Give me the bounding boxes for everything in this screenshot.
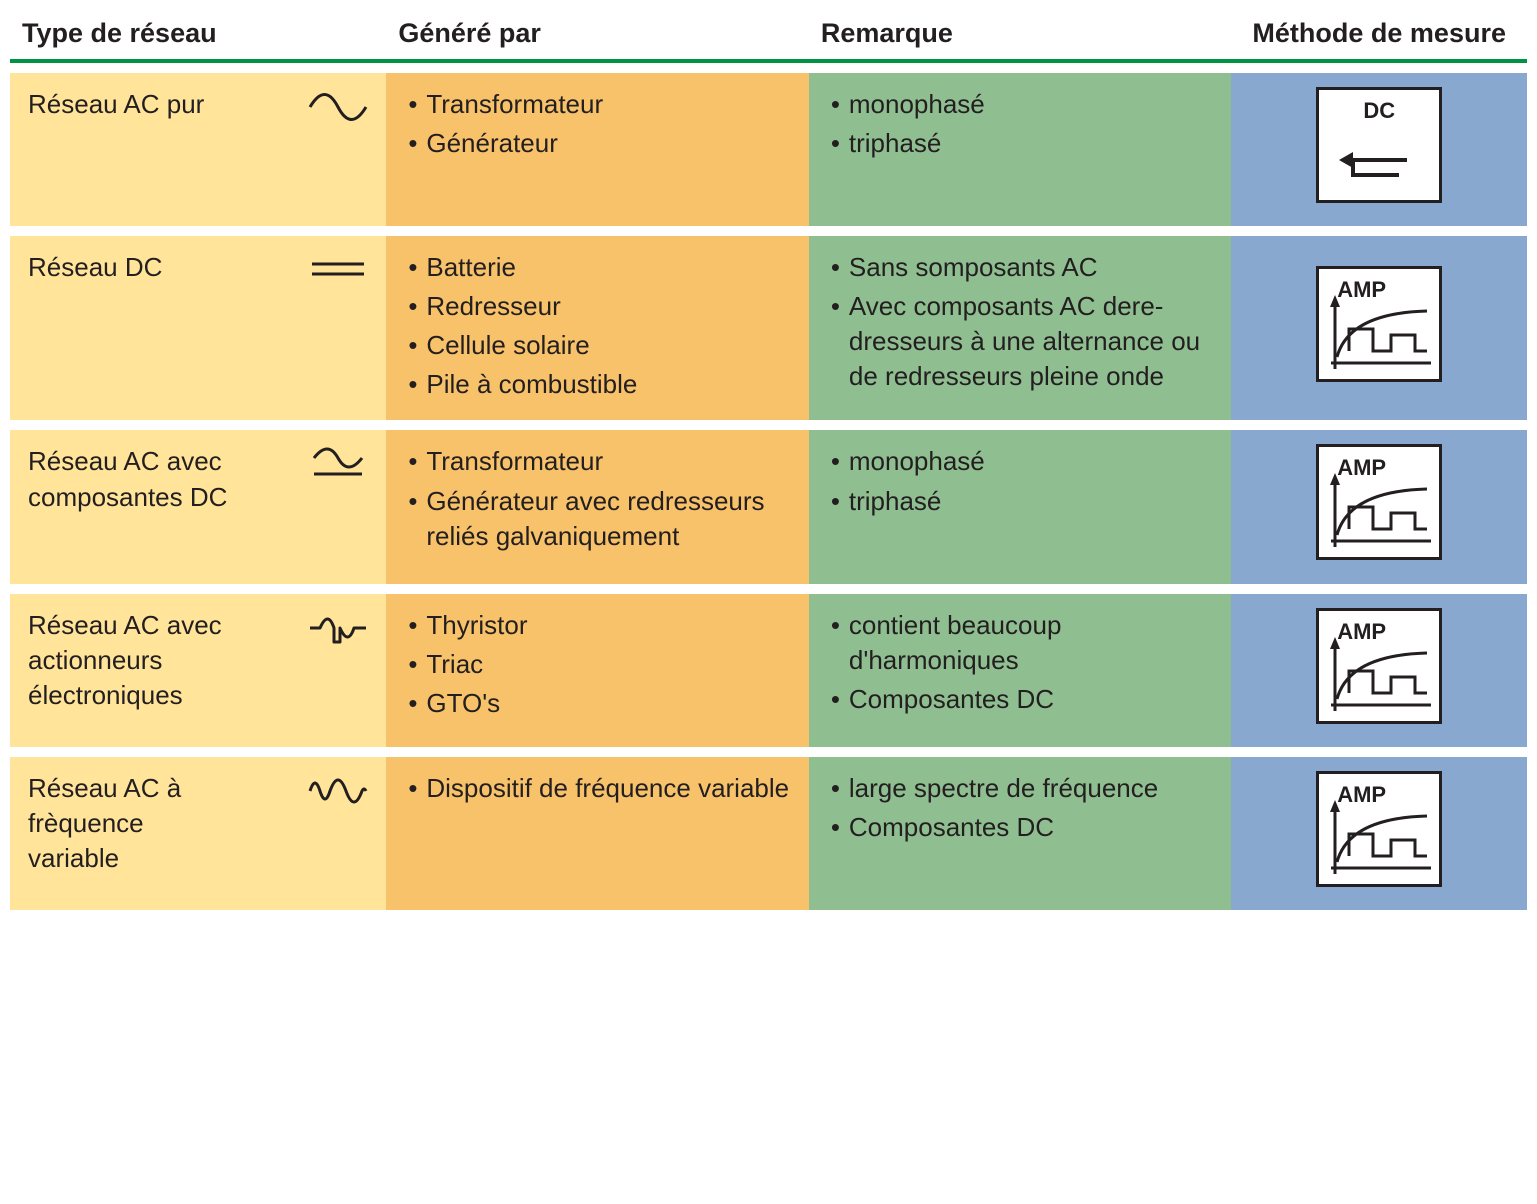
type-label: Réseau DC [28, 250, 228, 285]
list-item: triphasé [827, 484, 1214, 519]
list-item: Avec composants AC dere­dresseurs à une … [827, 289, 1214, 394]
cell-generated-by: Transformateur Générateur avec redresseur… [386, 430, 809, 583]
dc-method-icon: DC [1316, 87, 1442, 203]
cell-generated-by: Thyristor Triac GTO's [386, 594, 809, 747]
cell-remark: contient beaucoup d'harmoniques Composant… [809, 594, 1232, 747]
list-item: triphasé [827, 126, 1214, 161]
cell-type: Réseau AC à frèquence variable [10, 757, 386, 910]
list-item: Thyristor [404, 608, 791, 643]
header-remark: Remarque [809, 10, 1232, 63]
cell-type: Réseau DC [10, 236, 386, 420]
cell-remark: monophasé triphasé [809, 430, 1232, 583]
list-item: monophasé [827, 87, 1214, 122]
list-item: Générateur avec redresseurs reliés galva… [404, 484, 791, 554]
type-label: Réseau AC pur [28, 87, 228, 122]
table-row: Réseau AC avec actionneurs électroniques… [10, 594, 1527, 747]
list-item: Pile à combustible [404, 367, 791, 402]
table-header-row: Type de réseau Généré par Remarque Métho… [10, 10, 1527, 63]
dc-lines-icon [308, 250, 368, 290]
cell-method: AMP [1231, 594, 1527, 747]
list-item: Composantes DC [827, 810, 1214, 845]
sine-over-line-icon [308, 444, 368, 484]
list-item: large spectre de fréquence [827, 771, 1214, 806]
list-item: GTO's [404, 686, 791, 721]
type-label: Réseau AC avec composantes DC [28, 444, 228, 514]
table-row: Réseau DC Batterie Redresseur Cellule solai… [10, 236, 1527, 420]
cell-type: Réseau AC pur [10, 73, 386, 226]
list-item: Dispositif de fréquence variable [404, 771, 791, 806]
cell-method: AMP [1231, 757, 1527, 910]
sine-icon [308, 87, 368, 127]
list-item: Transformateur [404, 87, 791, 122]
table-row: Réseau AC à frèquence variable Dispositif… [10, 757, 1527, 910]
list-item: Composantes DC [827, 682, 1214, 717]
chopped-icon [308, 608, 368, 648]
cell-remark: monophasé triphasé [809, 73, 1232, 226]
network-types-table: Type de réseau Généré par Remarque Métho… [10, 10, 1527, 910]
amp-method-icon: AMP [1316, 771, 1442, 887]
list-item: Redresseur [404, 289, 791, 324]
type-label: Réseau AC à frèquence variable [28, 771, 228, 876]
list-item: Sans somposants AC [827, 250, 1214, 285]
list-item: Batterie [404, 250, 791, 285]
cell-method: DC [1231, 73, 1527, 226]
header-gen: Généré par [386, 10, 809, 63]
cell-method: AMP [1231, 430, 1527, 583]
cell-remark: large spectre de fréquence Composantes DC [809, 757, 1232, 910]
cell-generated-by: Transformateur Générateur [386, 73, 809, 226]
list-item: contient beaucoup d'harmoniques [827, 608, 1214, 678]
table-row: Réseau AC pur Transformateur Générateur mon… [10, 73, 1527, 226]
cell-type: Réseau AC avec actionneurs électroniques [10, 594, 386, 747]
type-label: Réseau AC avec actionneurs électroniques [28, 608, 228, 713]
list-item: monophasé [827, 444, 1214, 479]
cell-generated-by: Dispositif de fréquence variable [386, 757, 809, 910]
cell-method: AMP [1231, 236, 1527, 420]
amp-method-icon: AMP [1316, 266, 1442, 382]
list-item: Générateur [404, 126, 791, 161]
varfreq-icon [308, 771, 368, 811]
list-item: Cellule solaire [404, 328, 791, 363]
list-item: Transformateur [404, 444, 791, 479]
list-item: Triac [404, 647, 791, 682]
amp-method-icon: AMP [1316, 608, 1442, 724]
header-method: Méthode de mesure [1231, 10, 1527, 63]
amp-method-icon: AMP [1316, 444, 1442, 560]
table-row: Réseau AC avec composantes DC Transformat… [10, 430, 1527, 583]
cell-type: Réseau AC avec composantes DC [10, 430, 386, 583]
header-type: Type de réseau [10, 10, 386, 63]
cell-remark: Sans somposants AC Avec composants AC der… [809, 236, 1232, 420]
cell-generated-by: Batterie Redresseur Cellule solaire Pile à … [386, 236, 809, 420]
